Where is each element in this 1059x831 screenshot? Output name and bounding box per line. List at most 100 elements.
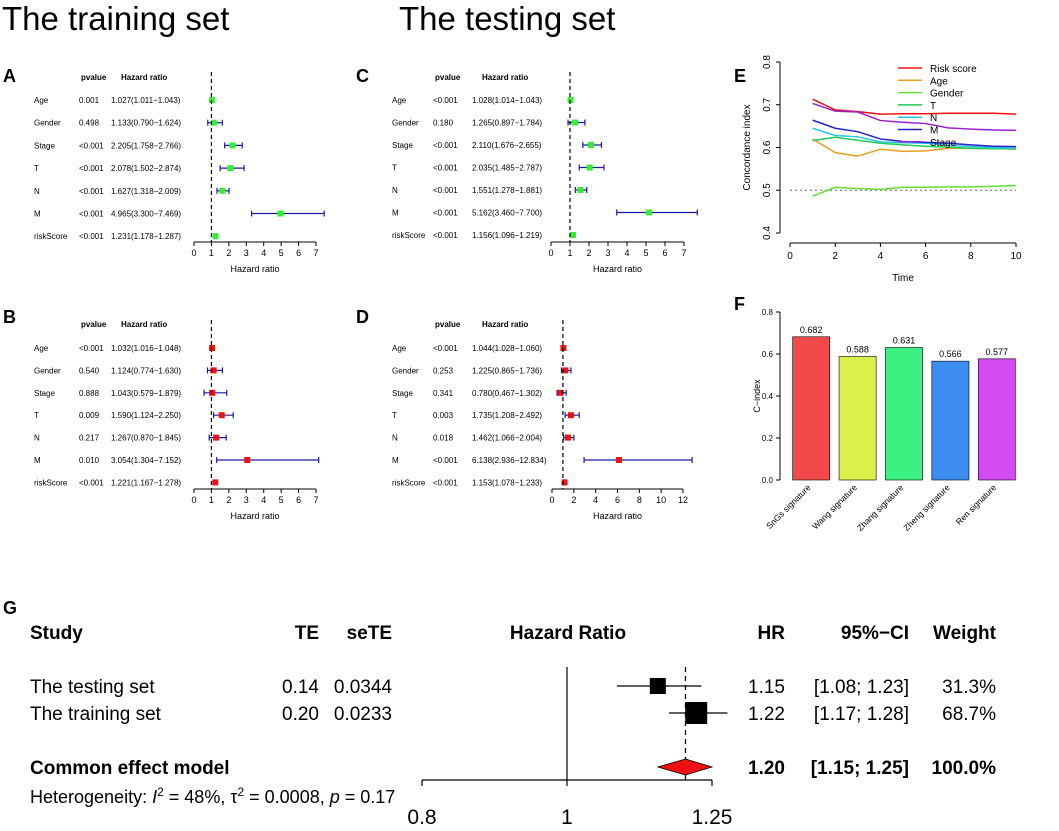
variable-label: T xyxy=(34,164,39,173)
te-cell: 0.14 xyxy=(282,677,319,698)
hr-marker xyxy=(564,434,571,441)
variable-label: Gender xyxy=(392,119,419,128)
x-tick-label: 2 xyxy=(226,248,231,258)
x-axis-title: Hazard ratio xyxy=(230,511,279,521)
hr-ci-cell: 1.044(1.028−1.060) xyxy=(472,344,542,353)
hr-marker xyxy=(577,187,584,193)
study-square xyxy=(685,702,708,724)
hr-ci-cell: 1.124(0.774−1.630) xyxy=(111,366,181,375)
series-line xyxy=(812,136,1016,150)
y-tick-label: 0.5 xyxy=(762,183,773,197)
pvalue-cell: 0.888 xyxy=(79,389,100,398)
x-axis-title: Time xyxy=(892,273,914,284)
y-tick-label: 0.4 xyxy=(762,226,773,240)
x-tick-label: 1 xyxy=(209,248,214,258)
hr-marker xyxy=(219,187,226,194)
heterogeneity-part: = 48%, xyxy=(164,787,231,807)
pvalue-cell: <0.001 xyxy=(79,164,104,173)
pvalue-cell: <0.001 xyxy=(79,187,104,196)
ci-cell: [1.17; 1.28] xyxy=(814,704,909,725)
heterogeneity-part: 2 xyxy=(157,785,164,799)
series-line xyxy=(812,102,1017,132)
weight-cell: 31.3% xyxy=(942,677,996,698)
hazard-ratio-header: Hazard ratio xyxy=(482,320,528,329)
hr-ci-cell: 2.035(1.485−2.787) xyxy=(472,164,542,173)
study-column-header: Study xyxy=(30,623,83,644)
panel-label-b: B xyxy=(3,307,16,327)
panel-label-f: F xyxy=(734,294,745,314)
bar-value-label: 0.566 xyxy=(939,349,962,359)
hr-marker xyxy=(212,479,219,486)
category-label: Zheng signature xyxy=(901,482,952,533)
pvalue-cell: <0.001 xyxy=(79,344,104,353)
forest-plot-c: pvalue Hazard ratio Age <0.001 1.028(1.014−1… xyxy=(392,72,698,274)
hazard-ratio-header: Hazard ratio xyxy=(121,73,167,82)
hr-marker xyxy=(229,142,236,149)
hr-marker xyxy=(646,209,653,216)
weight-cell: 68.7% xyxy=(942,704,996,725)
hr-ci-cell: 0.780(0.467−1.302) xyxy=(472,389,542,398)
x-tick-label: 3 xyxy=(244,495,249,505)
pvalue-cell: 0.009 xyxy=(79,411,100,420)
cindex-line-chart: 0.4 0.5 0.6 0.7 0.8 0 2 4 6 8 10 Time Concordance in… xyxy=(742,55,1022,284)
hazard-ratio-header: Hazard ratio xyxy=(121,320,167,329)
hr-marker xyxy=(569,232,576,238)
study-square xyxy=(649,678,666,694)
hr-ci-cell: 1.221(1.167−1.278) xyxy=(111,478,181,487)
x-tick-label: 0 xyxy=(549,495,554,505)
series-line xyxy=(812,98,1017,115)
pvalue-cell: <0.001 xyxy=(79,210,104,219)
hr-ci-cell: 1.590(1.124−2.250) xyxy=(111,411,181,420)
hr-ci-cell: 1.043(0.579−1.879) xyxy=(111,389,181,398)
hr-ci-cell: 1.551(1.278−1.881) xyxy=(472,186,542,195)
x-tick-label: 0 xyxy=(548,248,553,258)
pvalue-header: pvalue xyxy=(435,73,461,82)
pvalue-cell: 0.018 xyxy=(433,434,454,443)
heterogeneity-part: τ xyxy=(230,787,237,807)
pvalue-cell: 0.498 xyxy=(79,119,100,128)
pvalue-cell: <0.001 xyxy=(433,96,458,105)
x-tick-label: 4 xyxy=(593,495,598,505)
series-line xyxy=(812,119,1017,148)
hazard-ratio-header: Hazard ratio xyxy=(482,73,528,82)
hr-marker xyxy=(212,233,219,240)
pvalue-cell: <0.001 xyxy=(433,344,458,353)
x-tick-label: 0 xyxy=(191,495,196,505)
category-label: Zhang signature xyxy=(855,482,906,533)
variable-label: M xyxy=(34,456,41,465)
forest-plot-d: pvalue Hazard ratio Age <0.001 1.044(1.028−1… xyxy=(392,320,693,521)
testing-set-header: The testing set xyxy=(399,0,615,37)
pvalue-cell: <0.001 xyxy=(79,478,104,487)
variable-label: riskScore xyxy=(392,231,426,240)
pvalue-cell: 0.001 xyxy=(79,96,100,105)
bar-value-label: 0.588 xyxy=(846,345,869,355)
forest-plot-a: pvalue Hazard ratio Age 0.001 1.027(1.011−1.… xyxy=(34,72,325,274)
bar xyxy=(792,336,831,481)
x-tick-label: 6 xyxy=(296,495,301,505)
hr-ci-cell: 1.153(1.078−1.233) xyxy=(472,478,542,487)
heterogeneity-text: Heterogeneity: I2 = 48%, τ2 = 0.0008, p … xyxy=(30,785,395,807)
pvalue-cell: <0.001 xyxy=(433,209,458,218)
hr-ci-cell: 1.462(1.066−2.004) xyxy=(472,434,542,443)
weight-column-header: Weight xyxy=(933,623,997,644)
pooled-diamond xyxy=(656,758,714,776)
legend-label: M xyxy=(930,126,938,137)
variable-label: Age xyxy=(34,344,49,353)
ci-column-header: 95%−CI xyxy=(841,623,909,644)
y-tick-label: 0.6 xyxy=(762,140,773,154)
y-axis-title: Concordance index xyxy=(742,104,753,190)
heterogeneity-part: p xyxy=(329,787,340,807)
variable-label: N xyxy=(392,186,398,195)
y-tick-label: 0.4 xyxy=(762,392,774,401)
y-tick-label: 0.8 xyxy=(762,55,773,69)
x-tick-label: 0.8 xyxy=(407,806,436,829)
pvalue-cell: <0.001 xyxy=(433,456,458,465)
variable-label: N xyxy=(34,187,40,196)
study-name: The training set xyxy=(30,704,162,725)
heterogeneity-part: Heterogeneity: xyxy=(30,787,152,807)
hr-ci-cell: 1.032(1.016−1.048) xyxy=(111,344,181,353)
x-tick-label: 10 xyxy=(1010,251,1022,262)
variable-label: Age xyxy=(392,96,407,105)
x-tick-label: 8 xyxy=(637,495,642,505)
